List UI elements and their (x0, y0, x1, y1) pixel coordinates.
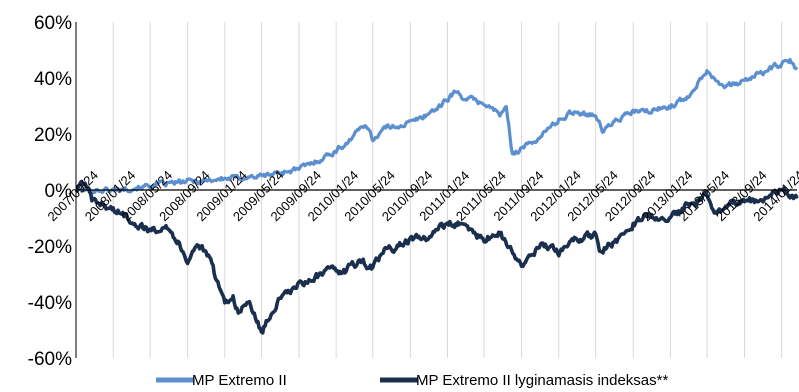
legend-label-0: MP Extremo II (192, 372, 287, 389)
series-layer (74, 57, 799, 335)
series-line-1 (74, 179, 799, 335)
series-line-0 (75, 57, 799, 195)
y-tick-label: 40% (34, 69, 72, 90)
y-tick-label: -60% (28, 349, 72, 370)
y-axis-ticks: 60% 40% 20% 0% -20% -40% -60% (28, 13, 72, 370)
y-tick-label: 0% (45, 181, 73, 202)
legend: MP Extremo II MP Extremo II lyginamasis i… (156, 372, 668, 389)
y-tick-label: -40% (28, 293, 72, 314)
y-tick-label: 60% (34, 13, 72, 34)
y-tick-label: -20% (28, 237, 72, 258)
x-axis-ticks: 2007/09/242008/01/242008/05/242008/09/24… (45, 168, 799, 225)
y-tick-label: 20% (34, 125, 72, 146)
legend-label-1: MP Extremo II lyginamasis indeksas** (416, 372, 668, 389)
